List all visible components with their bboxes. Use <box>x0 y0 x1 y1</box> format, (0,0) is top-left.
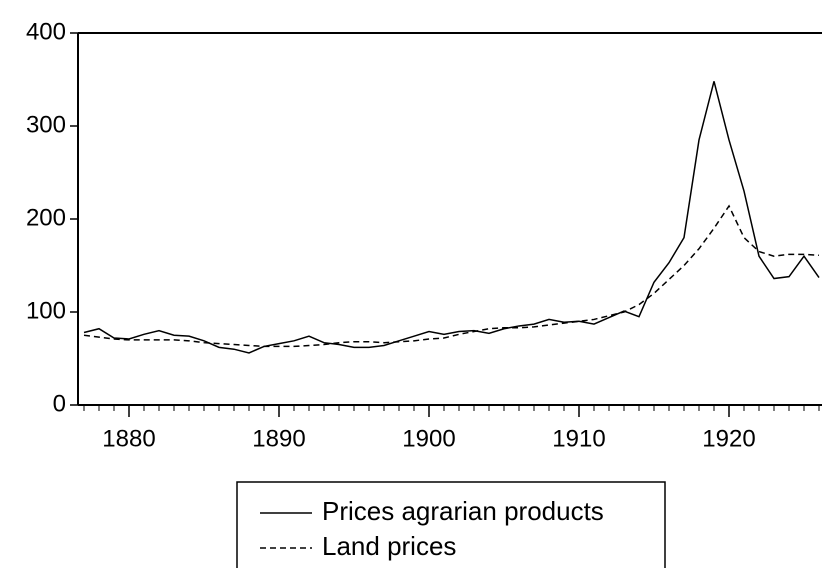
y-tick-label: 0 <box>53 390 66 417</box>
series-line <box>83 81 820 354</box>
series-line <box>83 204 820 348</box>
legend-label: Land prices <box>322 531 456 561</box>
x-tick-label: 1920 <box>702 425 755 452</box>
legend-label: Prices agrarian products <box>322 496 604 526</box>
x-tick-label: 1880 <box>102 425 155 452</box>
y-tick-label: 100 <box>26 297 66 324</box>
x-tick-label: 1890 <box>252 425 305 452</box>
y-tick-label: 300 <box>26 111 66 138</box>
legend-box <box>236 481 666 568</box>
y-tick-label: 200 <box>26 204 66 231</box>
x-tick-label: 1910 <box>552 425 605 452</box>
x-tick-label: 1900 <box>402 425 455 452</box>
y-tick-label: 400 <box>26 18 66 45</box>
